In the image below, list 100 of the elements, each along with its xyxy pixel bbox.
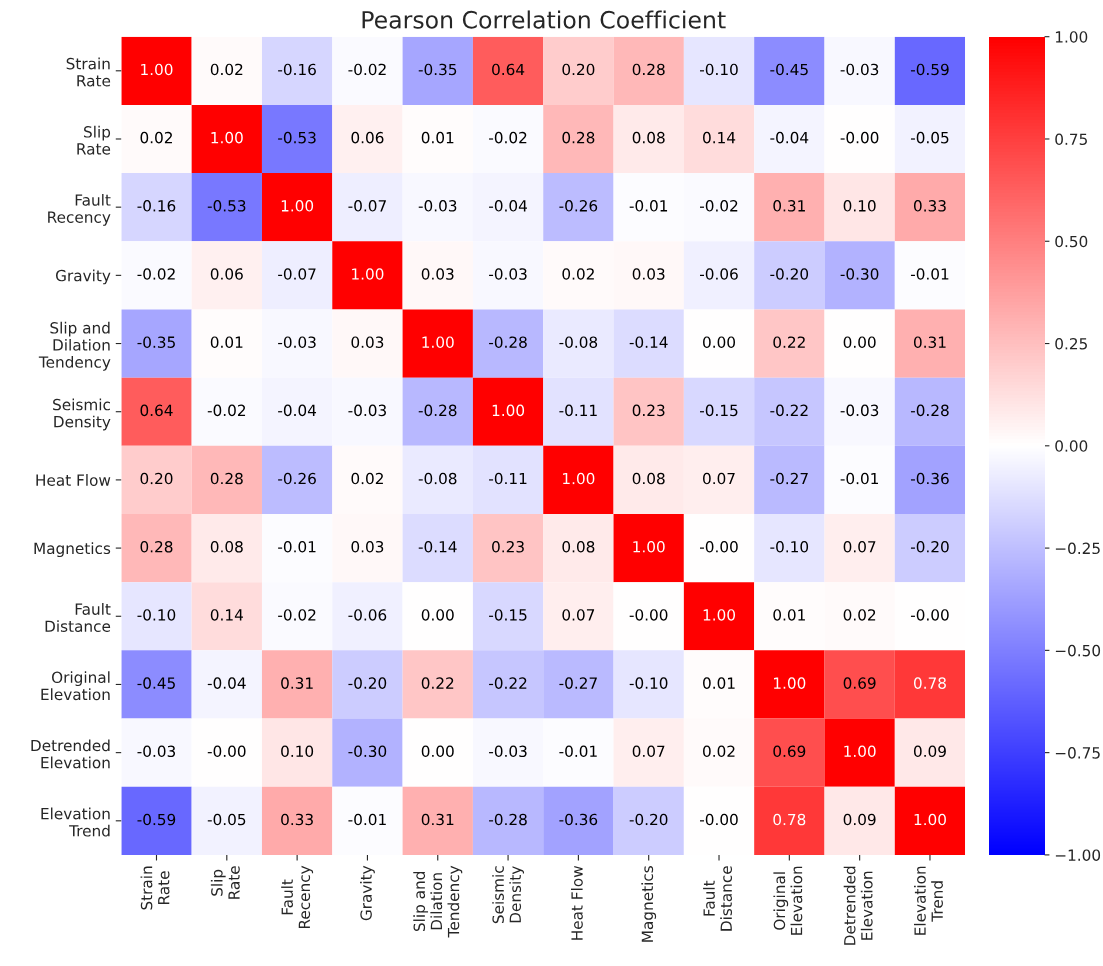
y-tick-label: Fault Distance	[45, 603, 111, 632]
data-label: -0.10	[700, 63, 738, 76]
data-label: -0.00	[700, 813, 738, 826]
data-label: -0.01	[840, 472, 879, 485]
data-label: 1.00	[563, 472, 595, 485]
x-tick-label: Slip Rate	[210, 866, 240, 899]
data-label: 0.22	[773, 336, 805, 348]
data-label: 0.02	[351, 472, 383, 485]
color-bar-label: −0.25	[1055, 542, 1100, 555]
data-label: 0.23	[492, 540, 524, 553]
y-tick-label: Slip and Dilation Tendency	[38, 321, 111, 371]
data-label: -0.15	[700, 404, 738, 417]
y-tick-label: Gravity	[55, 269, 111, 285]
data-label: -0.28	[418, 404, 457, 417]
data-label: -0.02	[700, 200, 738, 212]
data-label: -0.00	[910, 609, 949, 621]
data-label: -0.22	[489, 677, 527, 689]
x-tick-label: Original Elevation	[773, 866, 803, 935]
data-label: -0.10	[137, 609, 176, 621]
data-label: 0.33	[281, 813, 313, 826]
data-label: -0.22	[770, 404, 808, 417]
data-label: -0.01	[559, 745, 597, 758]
data-label: -0.08	[559, 336, 598, 348]
data-label: 0.01	[210, 336, 243, 348]
data-label: -0.10	[770, 540, 809, 553]
data-label: -0.26	[559, 200, 598, 212]
data-label: -0.14	[418, 540, 457, 553]
data-label: 0.31	[773, 200, 805, 212]
data-label: 0.08	[210, 540, 243, 553]
data-label: -0.59	[137, 813, 176, 826]
data-label: 0.00	[421, 745, 454, 758]
data-label: -0.02	[489, 131, 527, 144]
x-tick-label: Gravity	[360, 865, 375, 921]
data-label: 0.64	[140, 404, 173, 417]
data-label: -0.00	[207, 745, 246, 758]
data-label: -0.03	[348, 404, 386, 417]
data-label: 0.31	[913, 336, 946, 348]
data-label: -0.35	[418, 63, 457, 76]
data-label: 0.69	[773, 745, 806, 758]
data-label: 0.03	[632, 268, 665, 280]
data-label: 0.06	[351, 131, 384, 144]
data-label: -0.10	[629, 677, 668, 689]
data-label: 0.01	[703, 677, 735, 689]
x-tick-label: Magnetics	[641, 866, 657, 942]
data-label: -0.03	[418, 200, 457, 212]
data-label: 0.02	[703, 745, 735, 758]
color-bar-label: −0.75	[1055, 747, 1100, 759]
data-label: -0.16	[137, 200, 176, 212]
data-label: -0.01	[348, 813, 386, 826]
data-label: -0.36	[559, 813, 598, 826]
x-tick-label: Fault Distance	[703, 866, 733, 931]
y-tick-label: Magnetics	[34, 542, 111, 558]
data-label: -0.03	[278, 336, 316, 348]
data-label: -0.04	[278, 404, 317, 417]
data-label: 0.02	[562, 268, 594, 280]
data-label: -0.03	[137, 745, 176, 758]
y-tick-label: Slip Rate	[77, 125, 111, 155]
data-label: 1.00	[492, 404, 525, 417]
data-label: -0.20	[770, 268, 809, 280]
x-tick-label: Strain Rate	[140, 866, 170, 910]
data-label: -0.20	[348, 677, 387, 689]
data-label: -0.01	[278, 540, 316, 553]
data-label: -0.45	[137, 677, 175, 689]
color-bar-label: 1.00	[1055, 31, 1088, 43]
data-label: -0.03	[489, 745, 527, 758]
data-label: 1.00	[633, 540, 665, 553]
data-label: -0.08	[418, 472, 457, 485]
data-label: 1.00	[703, 609, 736, 621]
data-label: -0.07	[348, 200, 386, 212]
data-label: -0.30	[840, 268, 879, 280]
data-label: -0.28	[489, 813, 527, 826]
data-label: 0.31	[421, 813, 454, 826]
data-label: -0.00	[840, 131, 879, 144]
x-tick-label: Elevation Trend	[914, 866, 943, 935]
data-label: 0.28	[562, 131, 595, 144]
data-label: -0.28	[489, 336, 527, 348]
color-bar-label: −0.50	[1055, 644, 1101, 657]
data-label: 0.28	[210, 472, 243, 485]
data-label: 0.09	[913, 745, 946, 758]
data-label: -0.20	[910, 540, 949, 553]
data-label: 0.00	[843, 336, 876, 348]
data-label: -0.02	[207, 404, 246, 417]
data-label: 1.00	[352, 268, 384, 280]
data-label: 0.09	[843, 813, 876, 826]
data-label: -0.03	[489, 268, 527, 280]
data-label: 0.28	[140, 540, 173, 553]
y-tick-label: Heat Flow	[36, 474, 111, 486]
data-label: -0.53	[278, 131, 316, 144]
y-tick-label: Detrended Elevation	[31, 739, 110, 769]
data-label: -0.05	[207, 813, 246, 826]
data-label: -0.27	[559, 677, 597, 689]
color-bar-label: 0.00	[1055, 440, 1088, 452]
data-label: 0.20	[140, 472, 173, 485]
data-label: 0.02	[210, 63, 243, 76]
data-label: -0.30	[348, 745, 387, 758]
data-label: 0.02	[843, 609, 876, 621]
data-label: 0.07	[843, 540, 876, 553]
data-label: -0.36	[910, 472, 949, 485]
data-label: 0.08	[562, 540, 595, 553]
data-label: -0.11	[559, 404, 597, 417]
